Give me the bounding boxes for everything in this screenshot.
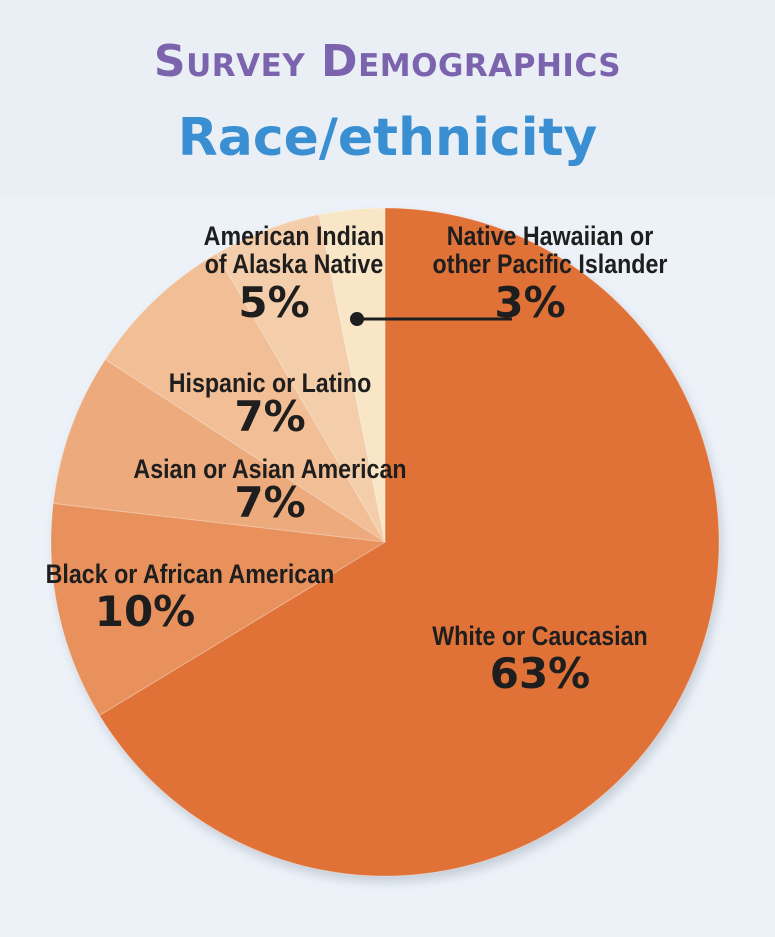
pie-chart bbox=[50, 207, 720, 877]
slice-name: Native Hawaiian or other Pacific Islande… bbox=[432, 221, 668, 280]
pie-slice bbox=[318, 207, 386, 543]
slice-value: 5% bbox=[238, 277, 310, 327]
header: Survey Demographics Race/ethnicity bbox=[0, 0, 775, 196]
slice-name: White or Caucasian bbox=[432, 621, 648, 651]
pie-slice bbox=[52, 358, 386, 543]
pie-slice bbox=[98, 207, 720, 877]
leader-dot bbox=[350, 312, 364, 326]
slice-name: Black or African American bbox=[45, 559, 335, 589]
slice-label-american-indian: American Indian of Alaska Native 5% bbox=[184, 222, 404, 325]
slice-name: Hispanic or Latino bbox=[168, 368, 372, 398]
chart-subtitle: Race/ethnicity bbox=[177, 108, 598, 168]
chart-panel: White or Caucasian 63% Black or African … bbox=[0, 196, 775, 937]
slice-label-black: Black or African American 10% bbox=[10, 560, 370, 634]
slice-value: 10% bbox=[94, 587, 196, 637]
pie-slice bbox=[50, 502, 387, 717]
slice-value: 7% bbox=[234, 392, 306, 442]
slice-value: 63% bbox=[489, 649, 591, 699]
slice-label-native-hawaiian: Native Hawaiian or other Pacific Islande… bbox=[405, 222, 695, 325]
pie-slice bbox=[104, 252, 386, 543]
slice-value: 3% bbox=[494, 277, 566, 327]
slice-name: American Indian of Alaska Native bbox=[203, 221, 385, 280]
slice-label-white: White or Caucasian 63% bbox=[360, 622, 720, 696]
chart-title: Survey Demographics bbox=[153, 36, 622, 87]
slice-label-hispanic: Hispanic or Latino 7% bbox=[130, 369, 410, 439]
slice-label-asian: Asian or Asian American 7% bbox=[100, 455, 440, 525]
slice-value: 7% bbox=[234, 478, 306, 528]
slice-name: Asian or Asian American bbox=[133, 454, 407, 484]
